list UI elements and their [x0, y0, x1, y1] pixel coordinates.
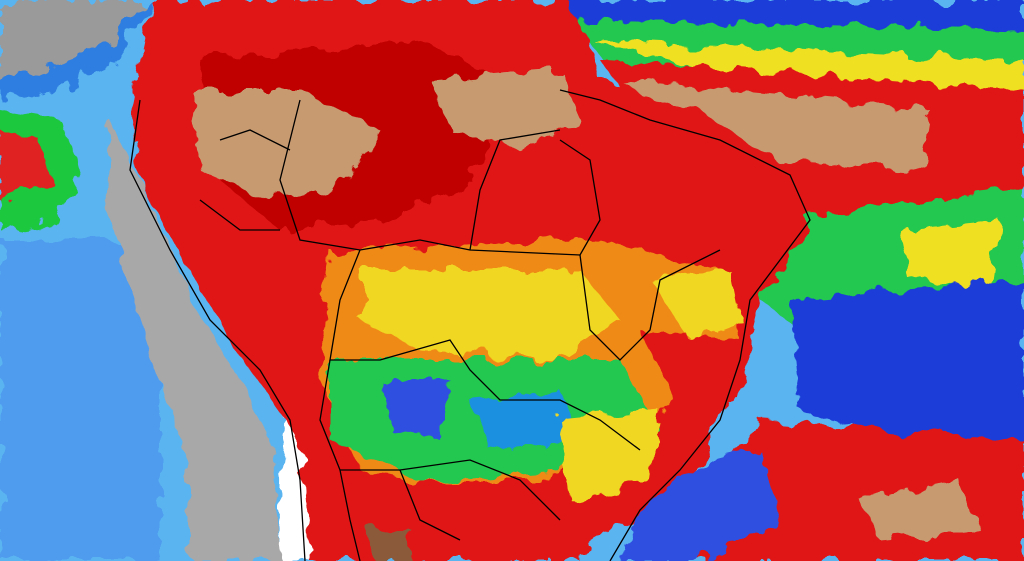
border	[579, 249, 721, 361]
region	[380, 380, 450, 440]
region	[650, 270, 740, 340]
border	[329, 249, 641, 451]
region	[560, 410, 660, 500]
region	[360, 270, 620, 360]
borders	[129, 89, 811, 561]
border	[199, 129, 291, 231]
border	[469, 129, 561, 251]
band	[900, 220, 1000, 290]
border	[339, 469, 461, 561]
band	[0, 0, 140, 80]
region	[370, 528, 412, 561]
band	[620, 80, 930, 170]
region	[190, 90, 380, 200]
border	[279, 99, 601, 256]
coastline	[129, 99, 306, 561]
region	[470, 390, 580, 450]
region	[430, 70, 580, 150]
region	[640, 330, 740, 410]
coastline	[559, 89, 811, 561]
band	[860, 480, 980, 540]
band	[790, 280, 1024, 450]
band	[0, 130, 50, 200]
band	[105, 120, 280, 561]
